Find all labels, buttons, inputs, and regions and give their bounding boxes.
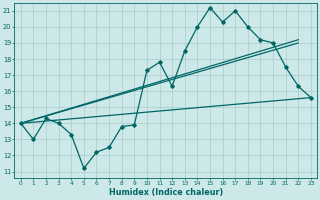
- X-axis label: Humidex (Indice chaleur): Humidex (Indice chaleur): [109, 188, 223, 197]
